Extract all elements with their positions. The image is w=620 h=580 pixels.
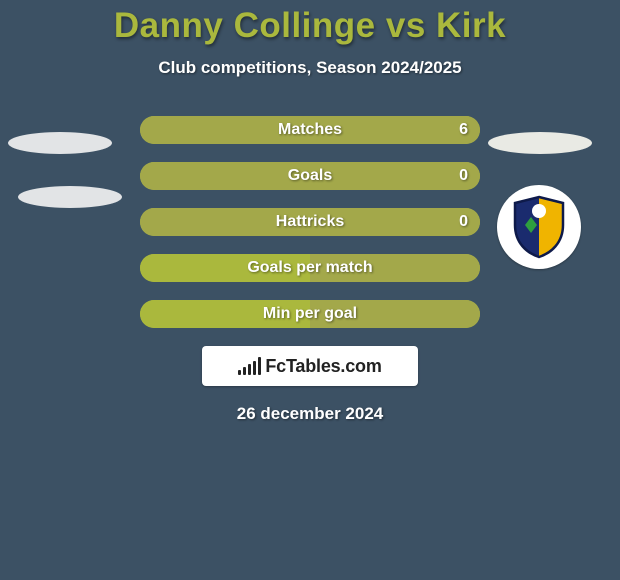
stats-container: Matches 6 Goals 0 Hattricks 0 Goals per match M… [140, 116, 480, 328]
stat-label: Goals per match [247, 259, 372, 277]
logo-text: FcTables.com [265, 356, 381, 377]
stat-value-right: 0 [459, 213, 468, 231]
stat-row: Min per goal [140, 300, 480, 328]
page-title: Danny Collinge vs Kirk [0, 6, 620, 46]
stat-row: Goals per match [140, 254, 480, 282]
player-placeholder-left [8, 132, 112, 154]
stat-value-right: 0 [459, 167, 468, 185]
stat-row: Goals 0 [140, 162, 480, 190]
player-placeholder-right [488, 132, 592, 154]
player-placeholder-left [18, 186, 122, 208]
stat-row: Hattricks 0 [140, 208, 480, 236]
fctables-logo: FcTables.com [202, 346, 418, 386]
bar-chart-icon [238, 357, 261, 375]
subtitle: Club competitions, Season 2024/2025 [0, 58, 620, 78]
stat-label: Goals [288, 167, 332, 185]
stat-label: Matches [278, 121, 342, 139]
stat-label: Min per goal [263, 305, 357, 323]
stat-label: Hattricks [276, 213, 344, 231]
date-label: 26 december 2024 [0, 404, 620, 424]
shield-icon [511, 195, 567, 259]
club-badge [497, 185, 581, 269]
stat-row: Matches 6 [140, 116, 480, 144]
stat-value-right: 6 [459, 121, 468, 139]
